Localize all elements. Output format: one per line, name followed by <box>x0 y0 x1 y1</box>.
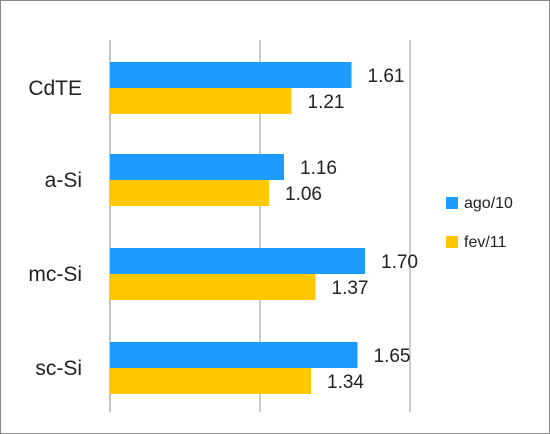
category-label: mc-Si <box>28 263 82 286</box>
value-label: 1.70 <box>381 252 418 273</box>
legend-label: ago/10 <box>464 195 513 212</box>
bar-a-si-fev11 <box>110 180 269 206</box>
bar-cdte-fev11 <box>110 88 292 114</box>
category-label: CdTE <box>28 77 82 100</box>
value-label: 1.21 <box>308 92 345 113</box>
value-label: 1.06 <box>285 184 322 205</box>
bar-sc-si-fev11 <box>110 368 311 394</box>
bar-mc-si-ago10 <box>110 248 365 274</box>
bar-a-si-ago10 <box>110 154 284 180</box>
category-labels: CdTE a-Si mc-Si sc-Si <box>28 77 82 380</box>
category-label: sc-Si <box>35 357 82 380</box>
bar-mc-si-fev11 <box>110 274 316 300</box>
bar-cdte-ago10 <box>110 62 352 88</box>
bar-sc-si-ago10 <box>110 342 358 368</box>
value-label: 1.34 <box>327 372 364 393</box>
bars <box>110 62 365 394</box>
value-label: 1.65 <box>374 346 411 367</box>
legend: ago/10 fev/11 <box>446 195 513 251</box>
legend-swatch <box>446 197 458 209</box>
value-label: 1.37 <box>332 278 369 299</box>
category-label: a-Si <box>45 169 82 192</box>
legend-label: fev/11 <box>464 234 507 251</box>
value-labels: 1.61 1.21 1.16 1.06 1.70 1.37 1.65 1.34 <box>285 66 418 393</box>
value-label: 1.16 <box>300 158 337 179</box>
value-label: 1.61 <box>368 66 405 87</box>
legend-swatch <box>446 236 458 248</box>
